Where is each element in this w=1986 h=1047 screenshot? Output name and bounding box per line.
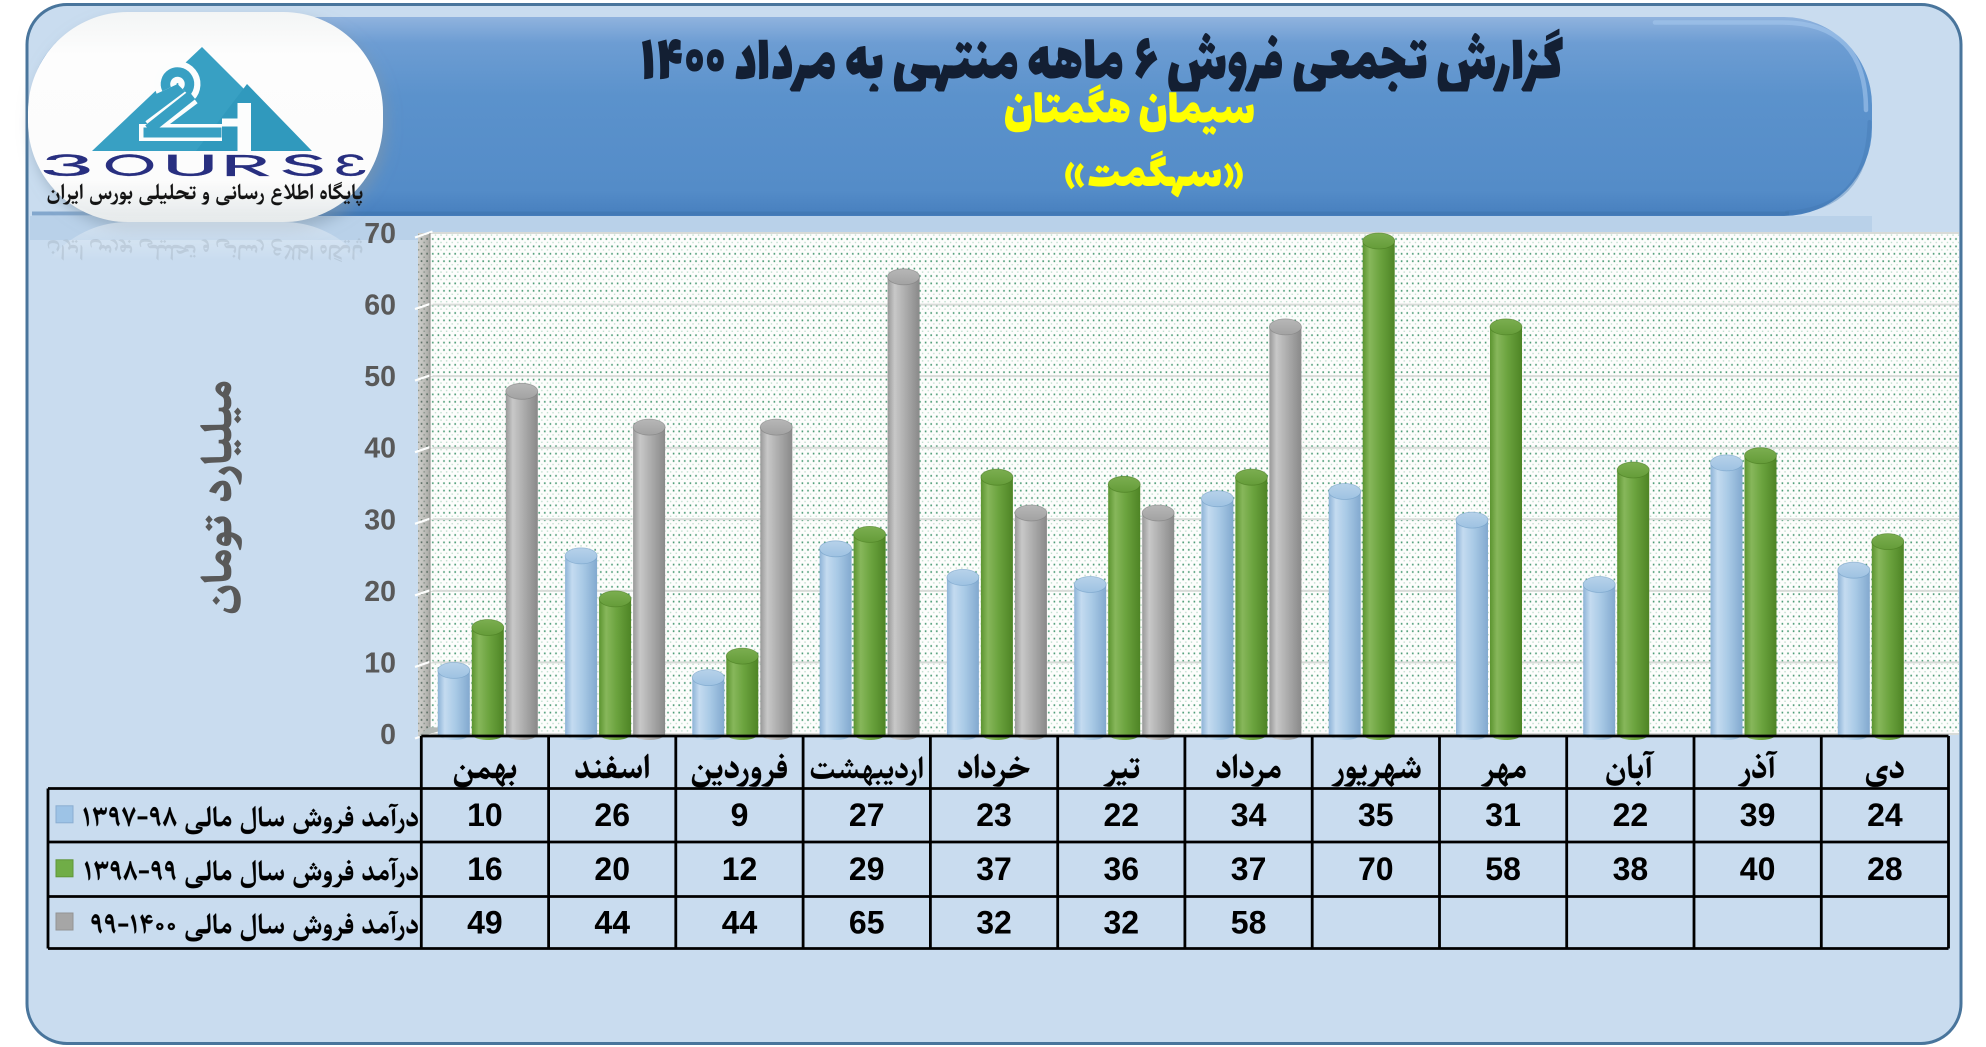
svg-text:36: 36 bbox=[1104, 851, 1140, 887]
svg-text:44: 44 bbox=[722, 905, 758, 941]
svg-text:58: 58 bbox=[1485, 851, 1521, 887]
svg-text:26: 26 bbox=[594, 797, 630, 833]
svg-text:38: 38 bbox=[1613, 851, 1649, 887]
svg-text:39: 39 bbox=[1740, 797, 1776, 833]
svg-text:70: 70 bbox=[1358, 851, 1394, 887]
svg-text:37: 37 bbox=[976, 851, 1012, 887]
svg-text:22: 22 bbox=[1613, 797, 1649, 833]
svg-text:24: 24 bbox=[1867, 797, 1903, 833]
svg-text:37: 37 bbox=[1231, 851, 1267, 887]
svg-text:16: 16 bbox=[467, 851, 503, 887]
svg-text:10: 10 bbox=[467, 797, 503, 833]
svg-text:31: 31 bbox=[1485, 797, 1521, 833]
svg-text:20: 20 bbox=[364, 576, 396, 608]
svg-text:32: 32 bbox=[1104, 905, 1140, 941]
svg-text:12: 12 bbox=[722, 851, 758, 887]
svg-text:28: 28 bbox=[1867, 851, 1903, 887]
svg-text:40: 40 bbox=[364, 433, 396, 465]
svg-text:40: 40 bbox=[1740, 851, 1776, 887]
svg-text:23: 23 bbox=[976, 797, 1012, 833]
svg-text:20: 20 bbox=[594, 851, 630, 887]
svg-text:22: 22 bbox=[1104, 797, 1140, 833]
svg-text:0: 0 bbox=[380, 719, 396, 751]
svg-text:27: 27 bbox=[849, 797, 885, 833]
svg-text:44: 44 bbox=[594, 905, 630, 941]
svg-text:34: 34 bbox=[1231, 797, 1267, 833]
svg-text:9: 9 bbox=[731, 797, 749, 833]
svg-text:29: 29 bbox=[849, 851, 885, 887]
svg-text:70: 70 bbox=[364, 218, 396, 250]
svg-text:10: 10 bbox=[364, 647, 396, 679]
svg-text:35: 35 bbox=[1358, 797, 1394, 833]
svg-text:30: 30 bbox=[364, 504, 396, 536]
svg-text:49: 49 bbox=[467, 905, 503, 941]
svg-text:58: 58 bbox=[1231, 905, 1267, 941]
svg-text:65: 65 bbox=[849, 905, 885, 941]
svg-text:32: 32 bbox=[976, 905, 1012, 941]
